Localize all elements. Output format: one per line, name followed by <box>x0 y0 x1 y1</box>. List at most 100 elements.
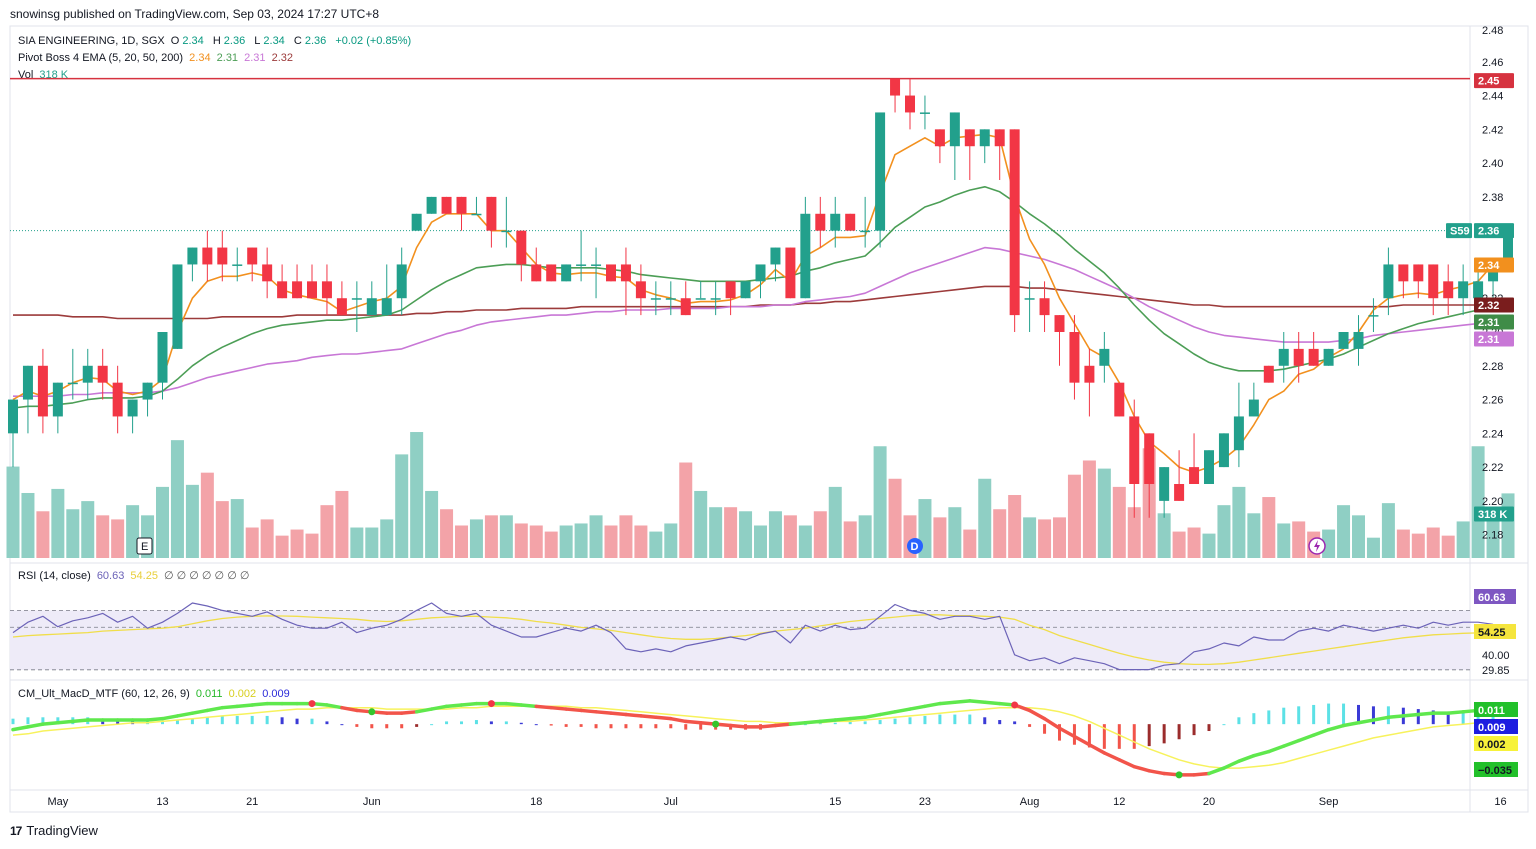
macd-line-segment <box>863 712 882 720</box>
macd-line-segment <box>848 715 867 721</box>
macd-line-segment <box>1267 744 1286 754</box>
volume-bar <box>499 515 513 558</box>
volume-tag-bg <box>1474 506 1514 522</box>
candle-body <box>620 264 631 282</box>
macd-histogram-bar <box>1312 704 1316 725</box>
candle-body <box>949 112 960 147</box>
volume-bar <box>709 507 723 558</box>
macd-line-segment <box>728 723 748 729</box>
hist-legend-value: 0.009 <box>262 688 290 700</box>
earnings-marker-text: E <box>141 541 148 553</box>
volume-bar <box>1322 529 1336 558</box>
candle-body <box>606 264 616 282</box>
time-tick-label: 12 <box>1113 796 1125 808</box>
macd-value-tag-bg <box>1474 702 1518 717</box>
candle-body <box>890 78 901 96</box>
price-tick-label: 2.22 <box>1482 462 1503 474</box>
volume-bar <box>320 505 334 558</box>
macd-line-segment <box>429 704 449 711</box>
tradingview-brand[interactable]: 17 TradingView <box>10 823 98 838</box>
volume-bar <box>335 490 349 558</box>
macd-line-segment <box>968 699 987 704</box>
time-tick-label: 13 <box>156 796 168 808</box>
macd-line-segment <box>1117 758 1136 769</box>
macd-histogram-bar <box>1342 703 1346 725</box>
volume-bar <box>798 525 812 558</box>
macd-line-segment <box>71 718 90 724</box>
macd-histogram-bar <box>1431 710 1435 725</box>
volume-tag: 318 K <box>1474 506 1514 522</box>
macd-histogram-bar <box>1043 724 1047 734</box>
macd-histogram-bar <box>1267 710 1271 725</box>
ema200-price-tag: 2.32 <box>1474 297 1514 313</box>
macd-legend-name[interactable]: CM_Ult_MacD_MTF (60, 12, 26, 9) <box>18 688 190 700</box>
macd-line-segment <box>504 701 524 707</box>
macd-line-segment <box>444 703 464 709</box>
candle-body <box>1428 264 1439 299</box>
macd-line-segment <box>938 700 957 706</box>
macd-histogram-bar <box>1386 706 1390 725</box>
candle-body <box>441 196 452 214</box>
time-tick-label: 23 <box>919 796 931 808</box>
time-tick-label: Aug <box>1020 796 1040 808</box>
volume-bar <box>559 525 573 558</box>
symbol-name[interactable]: SIA ENGINEERING, 1D, SGX <box>18 35 165 47</box>
candle-body <box>247 247 258 265</box>
volume-bar <box>634 525 648 558</box>
candle-body <box>1114 382 1125 417</box>
volume-bar <box>21 492 35 558</box>
candle-body <box>1248 399 1259 417</box>
candle-body <box>1024 298 1035 300</box>
current-price-tag: 2.36 <box>1474 223 1514 239</box>
macd-cross-dot <box>1011 701 1019 709</box>
ohlc-close: C 2.36 <box>293 35 327 47</box>
macd-line-segment <box>220 704 239 710</box>
ema20-value: 2.31 <box>216 52 239 64</box>
volume-bar <box>529 525 543 558</box>
candle-body <box>1159 467 1170 501</box>
macd-histogram-bar <box>1416 709 1420 725</box>
macd-line-segment <box>1222 759 1241 770</box>
volume-bar <box>813 511 827 558</box>
candle-body <box>471 213 482 216</box>
macd-histogram-bar <box>639 724 643 729</box>
ema-legend-name[interactable]: Pivot Boss 4 EMA (5, 20, 50, 200) <box>18 52 184 64</box>
price-tick-label: 2.48 <box>1482 25 1503 37</box>
candle-body <box>381 298 392 316</box>
candle-body <box>501 230 512 233</box>
candle-body <box>307 281 317 299</box>
macd-line-segment <box>1042 716 1062 731</box>
candle-body <box>1353 332 1364 349</box>
volume-bar <box>993 509 1007 558</box>
macd-histogram-bar <box>1297 706 1301 725</box>
candle-body <box>486 196 497 231</box>
dividend-marker-text: D <box>911 541 919 553</box>
candle-body <box>1144 433 1155 484</box>
dividend-marker-circle <box>907 538 923 554</box>
volume-bar <box>843 521 857 558</box>
candle-body <box>1099 348 1110 366</box>
candle-body <box>411 213 422 231</box>
rsi-legend-name[interactable]: RSI (14, close) <box>18 570 91 582</box>
candle-body <box>919 112 930 114</box>
volume-bar <box>604 525 618 558</box>
volume-bar <box>1471 446 1485 558</box>
macd-histogram-bar <box>220 715 224 725</box>
candle-body <box>1189 467 1200 484</box>
macd-histogram-bar <box>1132 724 1136 749</box>
macd-legend-value: 0.011 <box>195 688 223 700</box>
macd-histogram-bar <box>1357 704 1360 725</box>
macd-histogram-bar <box>1177 724 1181 740</box>
volume-bar <box>1008 495 1022 558</box>
macd-histogram-bar <box>1327 703 1331 725</box>
candle-body <box>1054 315 1065 332</box>
candle-body <box>934 129 945 147</box>
macd-line-segment <box>340 705 359 713</box>
current-price-tag-text: 2.36 <box>1478 226 1499 238</box>
volume-bar <box>1172 531 1186 558</box>
volume-bar <box>410 432 424 558</box>
macd-line-segment <box>414 707 434 714</box>
candle-body <box>202 247 213 265</box>
